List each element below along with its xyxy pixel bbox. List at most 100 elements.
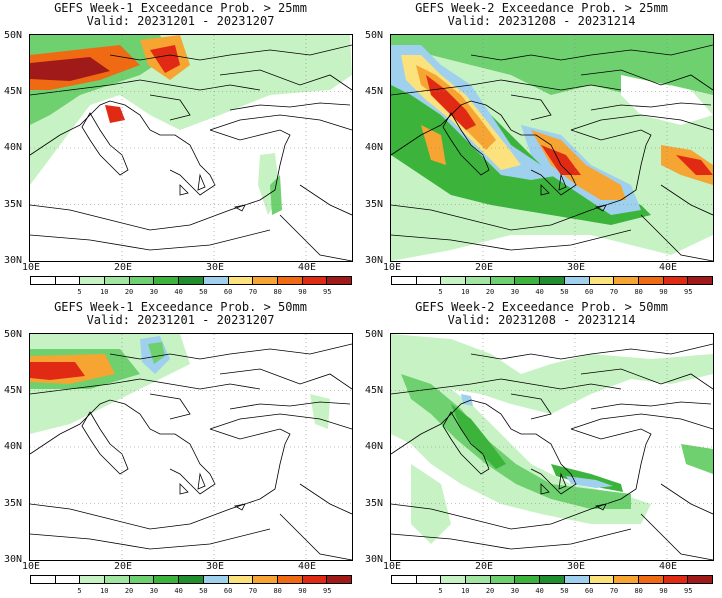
colorbar-tick-label: 90 xyxy=(298,587,307,595)
colorbar-swatch xyxy=(663,277,689,284)
colorbar-tick-label: 60 xyxy=(584,587,594,595)
colorbar-tick-label: 10 xyxy=(100,587,109,595)
colorbar-swatch xyxy=(327,576,351,583)
colorbar-swatch xyxy=(228,576,254,583)
colorbar-swatch xyxy=(540,277,565,284)
y-axis-label: 30N xyxy=(365,554,384,565)
colorbar-tick-label: 40 xyxy=(535,288,544,296)
map-panel-week2-50mm: GEFS Week-2 Exceedance Prob. > 50mm Vali… xyxy=(361,299,722,598)
y-axis-label: 40N xyxy=(4,441,23,452)
panel-title: GEFS Week-1 Exceedance Prob. > 50mm xyxy=(54,300,307,314)
colorbar-tick-label: 50 xyxy=(199,288,208,296)
colorbar-swatch xyxy=(129,576,155,583)
colorbar-tick-label: 40 xyxy=(535,587,544,595)
lat-lon-gridlines xyxy=(30,334,352,560)
x-axis-label: 40E xyxy=(659,262,678,273)
lat-lon-gridlines xyxy=(391,35,713,261)
colorbar xyxy=(30,575,352,584)
y-axis-label: 50N xyxy=(365,329,384,340)
colorbar-tick-label: 70 xyxy=(609,587,619,595)
colorbar-tick-label: 20 xyxy=(124,288,134,296)
panel-valid-dates: Valid: 20231208 - 20231214 xyxy=(447,14,636,28)
y-axis-label: 50N xyxy=(4,30,23,41)
probability-shading xyxy=(391,334,713,544)
lat-lon-gridlines xyxy=(30,35,352,261)
y-axis-label: 45N xyxy=(4,385,23,396)
colorbar-swatch xyxy=(515,576,541,583)
y-axis-label: 35N xyxy=(365,199,384,210)
probability-map xyxy=(390,34,714,262)
probability-shading xyxy=(30,35,352,215)
coastlines-borders xyxy=(391,44,713,261)
colorbar-tick-label: 70 xyxy=(609,288,619,296)
lat-lon-gridlines xyxy=(391,334,713,560)
colorbar-swatch xyxy=(154,277,180,284)
colorbar-swatch xyxy=(490,277,516,284)
colorbar-swatch xyxy=(31,277,56,284)
colorbar-swatch xyxy=(688,576,712,583)
colorbar-swatch xyxy=(540,576,565,583)
colorbar-tick-label: 95 xyxy=(684,288,693,296)
colorbar-swatch xyxy=(564,576,590,583)
colorbar-swatch xyxy=(441,576,467,583)
colorbar-swatch xyxy=(663,576,689,583)
colorbar-tick-label: 10 xyxy=(461,587,470,595)
colorbar-swatch xyxy=(589,576,615,583)
y-axis-label: 30N xyxy=(4,255,23,266)
colorbar-swatch xyxy=(589,277,615,284)
colorbar-tick-label: 5 xyxy=(77,288,82,296)
colorbar-tick-label: 80 xyxy=(634,587,643,595)
y-axis-label: 50N xyxy=(4,329,23,340)
y-axis-label: 30N xyxy=(365,255,384,266)
colorbar-swatch xyxy=(638,277,664,284)
colorbar-swatch xyxy=(105,277,130,284)
colorbar-swatch xyxy=(179,277,204,284)
colorbar-swatch xyxy=(253,576,278,583)
colorbar-swatch xyxy=(80,277,106,284)
probability-map xyxy=(29,34,353,262)
y-axis-label: 45N xyxy=(4,86,23,97)
colorbar-tick-label: 50 xyxy=(199,587,208,595)
colorbar-swatch xyxy=(105,576,130,583)
colorbar-swatch xyxy=(302,277,328,284)
colorbar-tick-label: 80 xyxy=(273,587,282,595)
colorbar-swatch xyxy=(466,576,491,583)
colorbar-swatch xyxy=(55,576,81,583)
colorbar xyxy=(391,575,713,584)
panel-title: GEFS Week-1 Exceedance Prob. > 25mm xyxy=(54,1,307,15)
map-panel-week2-25mm: GEFS Week-2 Exceedance Prob. > 25mm Vali… xyxy=(361,0,722,299)
colorbar-swatch xyxy=(327,277,351,284)
colorbar-tick-label: 95 xyxy=(684,587,693,595)
x-axis-label: 30E xyxy=(206,561,225,572)
colorbar-swatch xyxy=(392,277,417,284)
colorbar-tick-label: 30 xyxy=(510,288,520,296)
colorbar-swatch xyxy=(253,277,278,284)
x-axis-label: 20E xyxy=(475,561,494,572)
colorbar-tick-label: 40 xyxy=(174,587,183,595)
colorbar-tick-label: 5 xyxy=(77,587,82,595)
panel-title: GEFS Week-2 Exceedance Prob. > 25mm xyxy=(415,1,668,15)
colorbar-tick-label: 90 xyxy=(659,288,668,296)
y-axis-label: 40N xyxy=(4,142,23,153)
colorbar-swatch xyxy=(80,576,106,583)
colorbar-swatch xyxy=(416,576,442,583)
colorbar-swatch xyxy=(515,277,541,284)
colorbar-tick-label: 80 xyxy=(634,288,643,296)
y-axis-label: 35N xyxy=(4,498,23,509)
map-panel-week1-25mm: GEFS Week-1 Exceedance Prob. > 25mm Vali… xyxy=(0,0,361,299)
x-axis-label: 20E xyxy=(475,262,494,273)
colorbar-tick-label: 5 xyxy=(438,288,443,296)
x-axis-label: 40E xyxy=(298,561,317,572)
map-graphic xyxy=(30,35,352,261)
colorbar-swatch xyxy=(154,576,180,583)
colorbar-swatch xyxy=(302,576,328,583)
map-panel-week1-50mm: GEFS Week-1 Exceedance Prob. > 50mm Vali… xyxy=(0,299,361,598)
panel-valid-dates: Valid: 20231201 - 20231207 xyxy=(86,14,275,28)
x-axis-label: 10E xyxy=(22,561,41,572)
x-axis-label: 40E xyxy=(298,262,317,273)
colorbar-swatch xyxy=(614,576,639,583)
coastlines-borders xyxy=(30,343,352,560)
x-axis-label: 10E xyxy=(383,262,402,273)
colorbar-tick-label: 95 xyxy=(323,288,332,296)
colorbar-swatch xyxy=(638,576,664,583)
